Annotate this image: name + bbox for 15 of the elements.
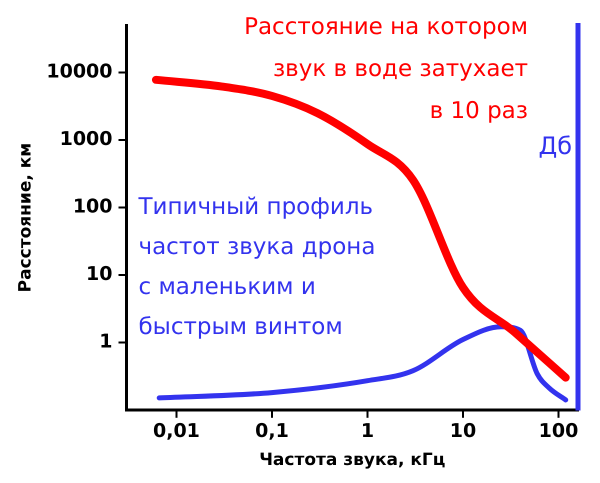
y-tick-label: 10 (86, 262, 112, 285)
y-tick-label: 10000 (46, 60, 112, 82)
x-tick-label: 100 (538, 420, 578, 442)
x-tick-label: 0,1 (255, 420, 289, 442)
y-tick-label: 100 (72, 195, 112, 218)
annotation: Типичный профиль частот звука дрона с маленьким и быстрым винтом (138, 194, 376, 340)
y-tick-label: 1000 (60, 128, 112, 150)
y-axis-title: Расстояние, км (16, 142, 36, 292)
x-axis-title: Частота звука, кГц (259, 450, 446, 470)
x-tick-label: 1 (360, 420, 374, 442)
x-tick-label: 10 (450, 420, 476, 442)
annotation: Расстояние на котором звук в воде затухает в 10 раз (244, 14, 528, 124)
y2-axis-title: Дб (538, 132, 572, 160)
y-tick-label: 1 (99, 330, 112, 352)
x-tick-label: 0,01 (153, 420, 200, 442)
